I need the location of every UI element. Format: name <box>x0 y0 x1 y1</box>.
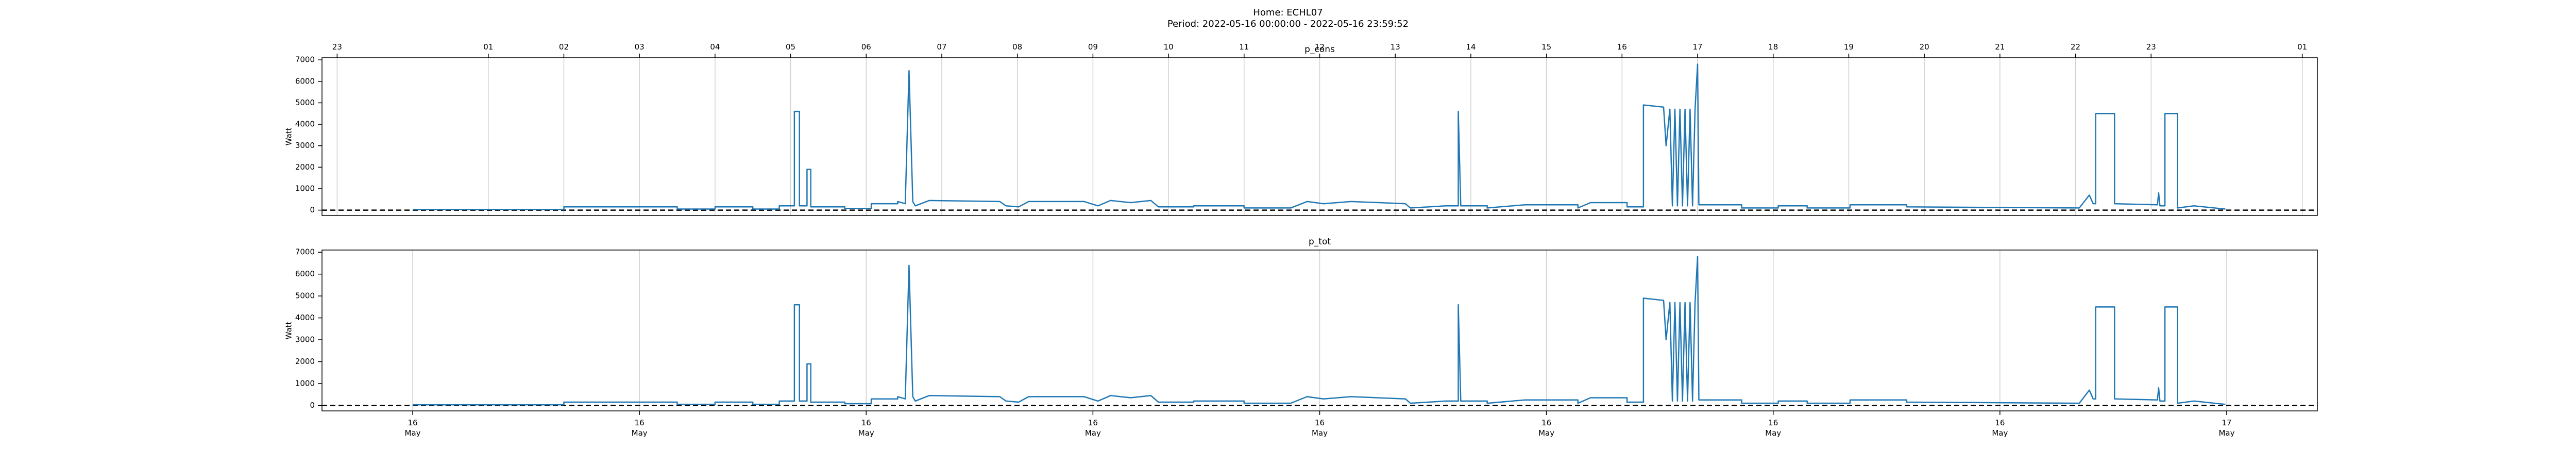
x-tick-label-top: 14 <box>1466 42 1476 52</box>
y-tick-label: 7000 <box>295 247 315 257</box>
x-tick-label-top: 23 <box>332 42 342 52</box>
x-tick-label-top: 07 <box>937 42 947 52</box>
subplot-title: p_tot <box>1309 237 1331 247</box>
x-tick-label-top: 12 <box>1314 42 1325 52</box>
x-tick-label: 16 May <box>1084 418 1101 438</box>
y-tick-label: 1000 <box>295 184 315 193</box>
x-tick-label: 16 May <box>404 418 421 438</box>
y-tick-label: 4000 <box>295 313 315 322</box>
x-tick-label-top: 01 <box>2297 42 2308 52</box>
x-tick-label-top: 10 <box>1163 42 1174 52</box>
x-tick-label-top: 23 <box>2146 42 2156 52</box>
axes-frame <box>321 57 2318 216</box>
x-tick-label-top: 08 <box>1012 42 1023 52</box>
y-tick-label: 0 <box>310 205 315 214</box>
x-tick-label-top: 03 <box>634 42 645 52</box>
x-tick-label-top: 19 <box>1843 42 1854 52</box>
x-tick-label-top: 01 <box>483 42 494 52</box>
x-tick-label-top: 18 <box>1768 42 1778 52</box>
y-axis-label: Watt <box>284 321 294 339</box>
y-tick-label: 6000 <box>295 76 315 86</box>
y-tick-label: 6000 <box>295 269 315 278</box>
data-line <box>413 63 2226 210</box>
y-tick-label: 3000 <box>295 335 315 344</box>
y-axis-label: Watt <box>284 127 294 145</box>
x-tick-label-top: 09 <box>1088 42 1098 52</box>
x-tick-label-top: 11 <box>1239 42 1249 52</box>
x-tick-label: 16 May <box>1311 418 1328 438</box>
y-tick-label: 5000 <box>295 98 315 107</box>
x-tick-label-top: 15 <box>1541 42 1552 52</box>
y-tick-label: 2000 <box>295 357 315 366</box>
y-tick-label: 7000 <box>295 55 315 64</box>
page-title: Home: ECHL07 <box>1253 7 1323 18</box>
y-tick-label: 1000 <box>295 378 315 388</box>
y-tick-label: 0 <box>310 401 315 410</box>
x-tick-label-top: 20 <box>1919 42 1929 52</box>
y-tick-label: 2000 <box>295 162 315 172</box>
x-tick-label: 17 May <box>2218 418 2235 438</box>
x-tick-label: 16 May <box>1765 418 1782 438</box>
x-tick-label-top: 21 <box>1995 42 2005 52</box>
x-tick-label-top: 02 <box>558 42 569 52</box>
y-tick-label: 5000 <box>295 291 315 301</box>
x-tick-label: 16 May <box>1538 418 1555 438</box>
subplot-title: p_cons <box>1304 44 1335 55</box>
x-tick-label-top: 16 <box>1617 42 1627 52</box>
x-tick-label-top: 06 <box>861 42 871 52</box>
x-tick-label: 16 May <box>858 418 874 438</box>
x-tick-label-top: 17 <box>1692 42 1703 52</box>
x-tick-label-top: 05 <box>786 42 796 52</box>
x-tick-label-top: 22 <box>2070 42 2081 52</box>
axes-frame <box>321 250 2318 411</box>
x-tick-label-top: 13 <box>1390 42 1400 52</box>
data-line <box>413 256 2226 406</box>
page-subtitle: Period: 2022-05-16 00:00:00 - 2022-05-16… <box>1167 19 1409 29</box>
y-tick-label: 4000 <box>295 120 315 129</box>
x-tick-label-top: 04 <box>710 42 720 52</box>
x-tick-label: 16 May <box>1992 418 2008 438</box>
y-tick-label: 3000 <box>295 141 315 150</box>
x-tick-label: 16 May <box>631 418 648 438</box>
